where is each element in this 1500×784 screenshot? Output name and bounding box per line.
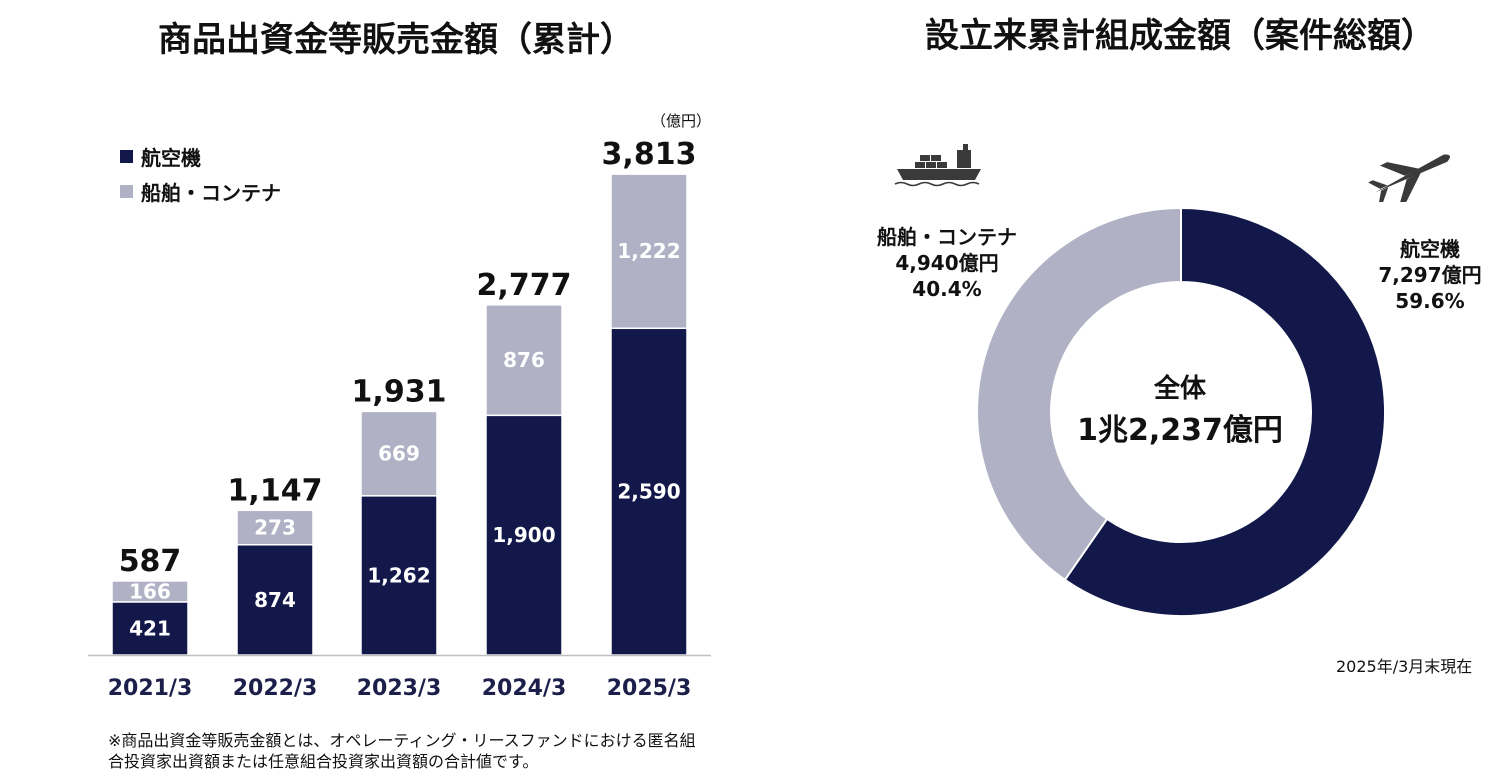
- footnote: ※商品出資金等販売金額とは、オペレーティング・リースファンドにおける匿名組合投資…: [108, 731, 696, 771]
- container-ship-icon: [893, 140, 985, 192]
- x-tick-label: 2024/3: [482, 676, 567, 701]
- x-tick-label: 2021/3: [108, 676, 193, 701]
- slice-name-ship: 船舶・コンテナ: [877, 225, 1017, 249]
- bar-total-label: 587: [119, 544, 182, 579]
- bar-value-label: 421: [129, 616, 171, 640]
- bar-total-label: 3,813: [602, 137, 697, 172]
- legend-label-ship: 船舶・コンテナ: [141, 181, 281, 205]
- bar-ship-2022/3: [236, 509, 314, 546]
- bar-total-label: 2,777: [477, 268, 572, 303]
- bar-value-label: 1,222: [617, 239, 680, 263]
- bar-value-label: 166: [129, 579, 171, 603]
- bar-ship-2023/3: [360, 410, 438, 497]
- bar-ship-2021/3: [111, 580, 189, 603]
- bar-ship-2025/3: [610, 173, 688, 330]
- bar-ship-2024/3: [485, 304, 563, 417]
- slice-pct-aircraft: 59.6%: [1395, 289, 1465, 313]
- unit-label: （億円）: [651, 112, 712, 130]
- x-tick-label: 2025/3: [607, 676, 692, 701]
- slice-value-aircraft: 7,297億円: [1378, 263, 1482, 287]
- slice-pct-ship: 40.4%: [912, 277, 982, 301]
- bar-value-label: 874: [254, 588, 296, 612]
- donut-chart-title: 設立来累計組成金額（案件総額）: [925, 16, 1435, 56]
- bar-value-label: 1,262: [367, 563, 430, 587]
- slice-value-ship: 4,940億円: [895, 251, 999, 275]
- bar-value-label: 1,900: [492, 523, 555, 547]
- bar-chart-title: 商品出資金等販売金額（累計）: [158, 20, 634, 60]
- bar-value-label: 273: [254, 516, 296, 540]
- bar-aircraft-2025/3: [610, 327, 688, 656]
- donut-center-label: 全体: [1153, 374, 1206, 404]
- slice-label-aircraft: 航空機 7,297億円 59.6%: [1362, 236, 1498, 314]
- as-of-date: 2025年/3月末現在: [1336, 657, 1473, 676]
- bar-total-label: 1,147: [228, 473, 323, 508]
- airplane-icon: [1365, 146, 1461, 206]
- legend-label-aircraft: 航空機: [141, 146, 201, 170]
- bar-value-label: 2,590: [617, 480, 680, 504]
- legend-swatch-ship: [120, 185, 133, 198]
- legend-item-aircraft: 航空機: [120, 142, 201, 171]
- bar-aircraft-2023/3: [360, 495, 438, 656]
- legend-item-ship: 船舶・コンテナ: [120, 177, 281, 206]
- bar-value-label: 876: [503, 348, 545, 372]
- bar-aircraft-2024/3: [485, 414, 563, 656]
- x-tick-label: 2022/3: [233, 676, 318, 701]
- donut-center-total: 全体 1兆2,237億円: [1060, 368, 1300, 449]
- slice-label-ship: 船舶・コンテナ 4,940億円 40.4%: [862, 224, 1032, 302]
- bar-total-label: 1,931: [352, 374, 447, 409]
- bar-value-label: 669: [378, 442, 420, 466]
- legend-swatch-aircraft: [120, 150, 133, 163]
- slice-name-aircraft: 航空機: [1400, 237, 1460, 261]
- donut-center-value: 1兆2,237億円: [1077, 413, 1283, 448]
- bar-aircraft-2022/3: [236, 543, 314, 656]
- x-tick-label: 2023/3: [357, 676, 442, 701]
